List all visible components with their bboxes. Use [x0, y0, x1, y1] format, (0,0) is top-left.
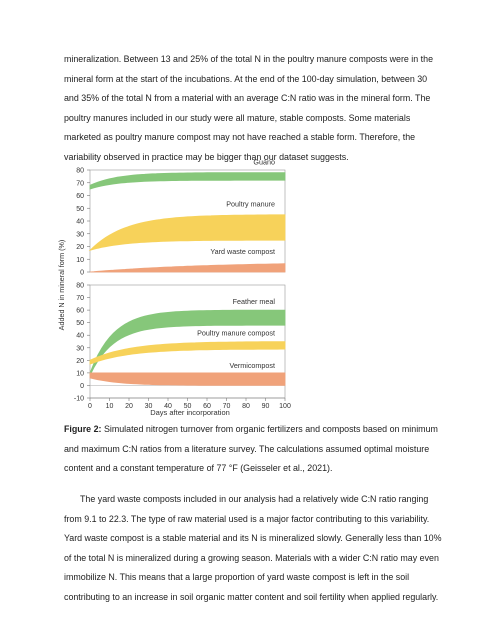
band-poultry-manure-compost — [89, 341, 286, 365]
band-feather-meal — [89, 309, 286, 376]
x-tick-label: 20 — [125, 403, 133, 410]
caption-text: Simulated nitrogen turnover from organic… — [64, 424, 438, 474]
figure-caption: Figure 2: Simulated nitrogen turnover fr… — [64, 420, 442, 479]
series-label: Poultry manure compost — [197, 329, 275, 338]
x-tick-label: 10 — [106, 403, 114, 410]
x-axis-label: Days after incorporation — [150, 408, 230, 417]
body-paragraph-2: The yard waste composts included in our … — [64, 494, 442, 602]
y-tick-label: 60 — [76, 193, 84, 200]
band-yard-waste-compost — [89, 263, 286, 273]
x-tick-label: 30 — [145, 403, 153, 410]
x-tick-label: 90 — [262, 403, 270, 410]
y-tick-label: 20 — [76, 358, 84, 365]
bottom-panel: -10 0 10 20 30 40 50 60 70 80 Feather meal Poultry … — [74, 283, 286, 403]
y-tick-label: 60 — [76, 308, 84, 315]
band-vermicompost — [89, 372, 286, 386]
y-tick-label: 40 — [76, 333, 84, 340]
band-poultry-manure — [88, 214, 286, 252]
caption-label: Figure 2: — [64, 424, 102, 434]
y-tick-label: 50 — [76, 320, 84, 327]
x-tick-label: 70 — [223, 403, 231, 410]
y-tick-label: 30 — [76, 231, 84, 238]
y-tick-label: 80 — [76, 168, 84, 175]
y-tick-label: 10 — [76, 370, 84, 377]
series-label: Vermicompost — [229, 361, 275, 370]
y-tick-label: 0 — [80, 383, 84, 390]
x-tick-label: 50 — [184, 403, 192, 410]
y-tick-label: 30 — [76, 345, 84, 352]
y-tick-label: 20 — [76, 244, 84, 251]
y-tick-label: 10 — [76, 257, 84, 264]
y-tick-label: 80 — [76, 283, 84, 290]
y-tick-label: 70 — [76, 295, 84, 302]
x-tick-label: 100 — [279, 403, 291, 410]
x-tick-label: 0 — [88, 403, 92, 410]
y-tick-label: 40 — [76, 219, 84, 226]
series-label: Yard waste compost — [210, 247, 275, 256]
series-label: Guano — [253, 158, 275, 167]
y-tick-label: -10 — [74, 396, 84, 403]
x-tick-label: 40 — [164, 403, 172, 410]
body-paragraph-1: mineralization. Between 13 and 25% of th… — [64, 54, 434, 162]
y-tick-label: 50 — [76, 206, 84, 213]
y-tick-label: 70 — [76, 180, 84, 187]
y-axis-label: Added N in mineral form (%) — [57, 240, 66, 331]
y-tick-label: 0 — [80, 270, 84, 277]
x-axis: 0 10 20 30 40 50 60 70 80 90 100 — [88, 397, 291, 410]
series-label: Poultry manure — [226, 200, 275, 209]
top-panel: 0 10 20 30 40 50 60 70 80 Guano Poultry manure Yard… — [76, 158, 286, 277]
band-guano — [89, 172, 286, 190]
x-tick-label: 80 — [242, 403, 250, 410]
x-tick-label: 60 — [203, 403, 211, 410]
series-label: Feather meal — [233, 297, 276, 306]
